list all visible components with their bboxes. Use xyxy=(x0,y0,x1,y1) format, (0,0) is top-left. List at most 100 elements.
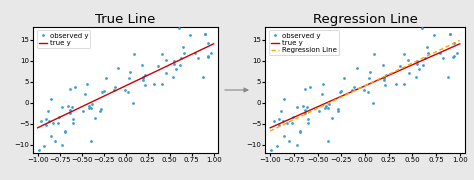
Point xyxy=(71,86,79,89)
Point xyxy=(296,131,303,134)
Point xyxy=(401,52,408,55)
Point xyxy=(267,149,275,152)
Point xyxy=(318,93,326,95)
Point xyxy=(301,108,309,111)
Point xyxy=(91,116,99,119)
Point xyxy=(424,51,432,54)
Point xyxy=(396,65,404,68)
Point xyxy=(172,68,180,71)
Point xyxy=(124,91,132,93)
Point xyxy=(316,110,323,112)
Point xyxy=(45,120,53,122)
Point xyxy=(337,90,345,93)
Point xyxy=(97,110,104,113)
Point xyxy=(360,88,368,91)
Point xyxy=(413,62,421,65)
Point xyxy=(42,118,50,120)
Point xyxy=(423,45,431,48)
Point xyxy=(154,65,162,68)
Point xyxy=(66,108,74,111)
Point xyxy=(102,77,110,80)
Point xyxy=(415,68,423,71)
Point xyxy=(321,106,329,109)
Point xyxy=(139,75,146,78)
Point xyxy=(126,70,134,73)
Point xyxy=(87,139,95,142)
Point xyxy=(85,106,92,109)
Point xyxy=(273,144,281,147)
Legend: observed y, true y, Regression Line: observed y, true y, Regression Line xyxy=(269,30,339,55)
Point xyxy=(324,139,332,142)
Point xyxy=(110,89,118,92)
Point xyxy=(419,63,427,66)
Point xyxy=(61,131,69,134)
Point xyxy=(170,60,177,63)
Point xyxy=(111,86,119,88)
Point xyxy=(69,117,76,120)
Point xyxy=(51,140,59,143)
Point xyxy=(97,108,104,111)
Point xyxy=(158,52,166,55)
Point xyxy=(35,149,42,152)
Title: True Line: True Line xyxy=(95,13,156,26)
Point xyxy=(304,122,312,124)
Point xyxy=(68,105,76,108)
Point xyxy=(140,77,147,80)
Point xyxy=(436,52,444,55)
Point xyxy=(82,93,89,95)
Point xyxy=(204,56,211,58)
Point xyxy=(439,56,447,59)
Point xyxy=(89,103,96,105)
Point xyxy=(334,110,342,113)
Point xyxy=(201,32,209,35)
Point xyxy=(66,88,73,91)
Point xyxy=(299,105,306,107)
Point xyxy=(303,105,311,108)
Point xyxy=(201,32,209,35)
Point xyxy=(405,72,413,75)
Point xyxy=(307,86,314,89)
Point xyxy=(98,90,106,93)
Point xyxy=(61,130,69,132)
Point xyxy=(121,88,128,91)
Point xyxy=(281,97,288,100)
Point xyxy=(454,52,461,55)
Point xyxy=(64,105,72,107)
Point xyxy=(100,90,107,93)
Point xyxy=(336,90,344,93)
Point xyxy=(44,110,52,112)
Point xyxy=(328,116,336,119)
Point xyxy=(142,74,149,76)
Point xyxy=(163,72,170,75)
Point xyxy=(281,135,288,138)
Point xyxy=(340,77,347,80)
Point xyxy=(47,135,55,138)
Point xyxy=(421,57,428,60)
Title: Regression Line: Regression Line xyxy=(312,13,418,26)
Point xyxy=(405,58,412,61)
Point xyxy=(392,82,400,85)
Point xyxy=(40,144,47,147)
Point xyxy=(49,122,57,125)
Point xyxy=(301,88,309,91)
Point xyxy=(130,53,137,56)
Point xyxy=(114,66,122,69)
Point xyxy=(322,105,329,108)
Point xyxy=(196,13,204,16)
Point xyxy=(449,56,457,58)
Point xyxy=(430,34,438,37)
Point xyxy=(58,144,66,147)
Point xyxy=(441,13,449,16)
Point xyxy=(55,116,63,119)
Point xyxy=(283,122,291,125)
Legend: observed y, true y: observed y, true y xyxy=(36,30,91,48)
Point xyxy=(150,82,158,85)
Point xyxy=(199,76,207,78)
Point xyxy=(69,122,76,124)
Point xyxy=(175,27,182,30)
Point xyxy=(348,89,356,92)
Point xyxy=(380,77,388,80)
Point xyxy=(47,97,55,100)
Point xyxy=(162,58,170,61)
Point xyxy=(37,119,45,122)
